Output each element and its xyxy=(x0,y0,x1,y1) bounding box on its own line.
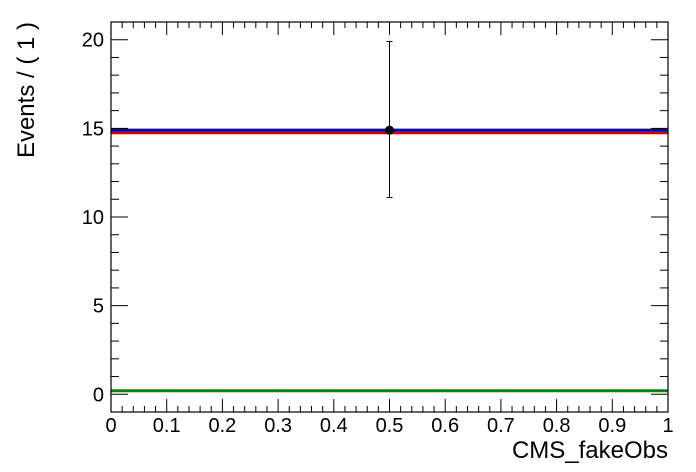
y-tick-label: 5 xyxy=(93,296,104,318)
x-tick-label: 0.3 xyxy=(264,415,292,437)
y-tick-label: 10 xyxy=(82,207,104,229)
x-tick-label: 0.8 xyxy=(543,415,571,437)
y-tick-label: 15 xyxy=(82,118,104,140)
x-tick-label: 0.2 xyxy=(208,415,236,437)
x-tick-label: 0.7 xyxy=(487,415,515,437)
y-tick-labels: 0 5 10 15 20 xyxy=(82,30,104,407)
x-tick-label: 0.6 xyxy=(431,415,459,437)
x-tick-label: 0.9 xyxy=(598,415,626,437)
x-tick-label: 0.1 xyxy=(153,415,181,437)
x-tick-label: 0.4 xyxy=(320,415,348,437)
y-tick-label: 0 xyxy=(93,384,104,406)
axis-ticks xyxy=(110,21,669,413)
y-tick-label: 20 xyxy=(82,30,104,52)
x-tick-labels: 0 0.1 0.2 0.3 0.4 0.5 0.6 0.7 0.8 0.9 1 xyxy=(105,415,673,437)
data-point-0 xyxy=(385,125,394,135)
data-points xyxy=(385,41,394,198)
x-tick-label: 0.5 xyxy=(376,415,404,437)
x-tick-label: 1 xyxy=(662,415,673,437)
x-tick-label: 0 xyxy=(105,415,116,437)
x-axis-title: CMS_fakeObs xyxy=(512,437,668,464)
y-axis-title: Events / ( 1 ) xyxy=(13,22,40,158)
